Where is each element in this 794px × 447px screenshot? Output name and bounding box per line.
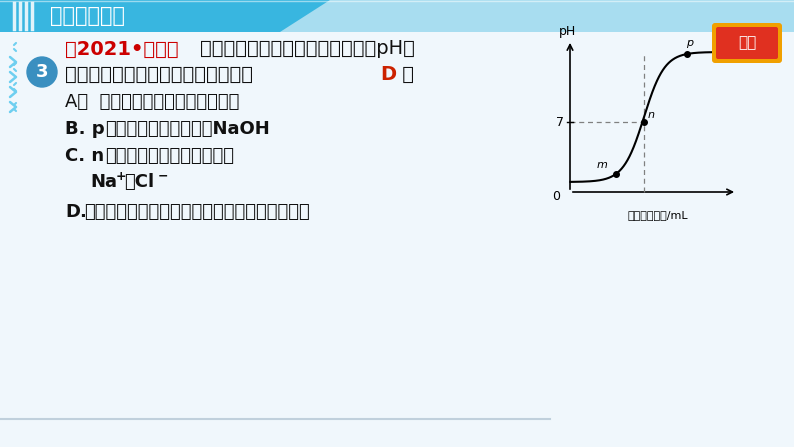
Text: 点表示的溶液中的微粒只有: 点表示的溶液中的微粒只有 (105, 147, 234, 165)
Text: 返回: 返回 (738, 35, 756, 51)
Text: A．  该反应的基本类型是中和反应: A． 该反应的基本类型是中和反应 (65, 93, 239, 111)
Text: 点所示溶液中的溶质为NaOH: 点所示溶液中的溶质为NaOH (105, 120, 270, 138)
Text: 【2021•潍坊】: 【2021•潍坊】 (65, 39, 179, 59)
Text: D: D (380, 64, 396, 84)
Text: 0: 0 (552, 190, 560, 203)
Text: −: − (158, 169, 168, 182)
Polygon shape (0, 0, 330, 32)
Text: Na: Na (90, 173, 117, 191)
Text: C. n: C. n (65, 147, 104, 165)
Text: D.: D. (65, 203, 87, 221)
Text: 7: 7 (556, 115, 564, 128)
Text: m: m (596, 160, 607, 170)
FancyBboxPatch shape (712, 23, 782, 63)
Text: ）: ） (396, 64, 414, 84)
Text: 稀盐酸与氢氧化钠溶液反应时溶液pH的: 稀盐酸与氢氧化钠溶液反应时溶液pH的 (200, 39, 415, 59)
Circle shape (27, 57, 57, 87)
Text: 和Cl: 和Cl (124, 173, 154, 191)
FancyBboxPatch shape (716, 27, 778, 59)
Text: pH: pH (558, 25, 576, 38)
Text: p: p (686, 38, 693, 48)
Polygon shape (260, 0, 794, 32)
Text: 该图所对应操作是将氢氧化钠溶液滴入稀盐酸中: 该图所对应操作是将氢氧化钠溶液滴入稀盐酸中 (84, 203, 310, 221)
Text: B. p: B. p (65, 120, 105, 138)
Text: 3: 3 (36, 63, 48, 81)
Text: +: + (116, 169, 126, 182)
Text: 滴入溶液体积/mL: 滴入溶液体积/mL (627, 210, 688, 220)
Text: 变化如图所示。下列说法正确的是（: 变化如图所示。下列说法正确的是（ (65, 64, 260, 84)
Text: n: n (648, 110, 655, 120)
Text: 阶段核心综合: 阶段核心综合 (50, 6, 125, 26)
